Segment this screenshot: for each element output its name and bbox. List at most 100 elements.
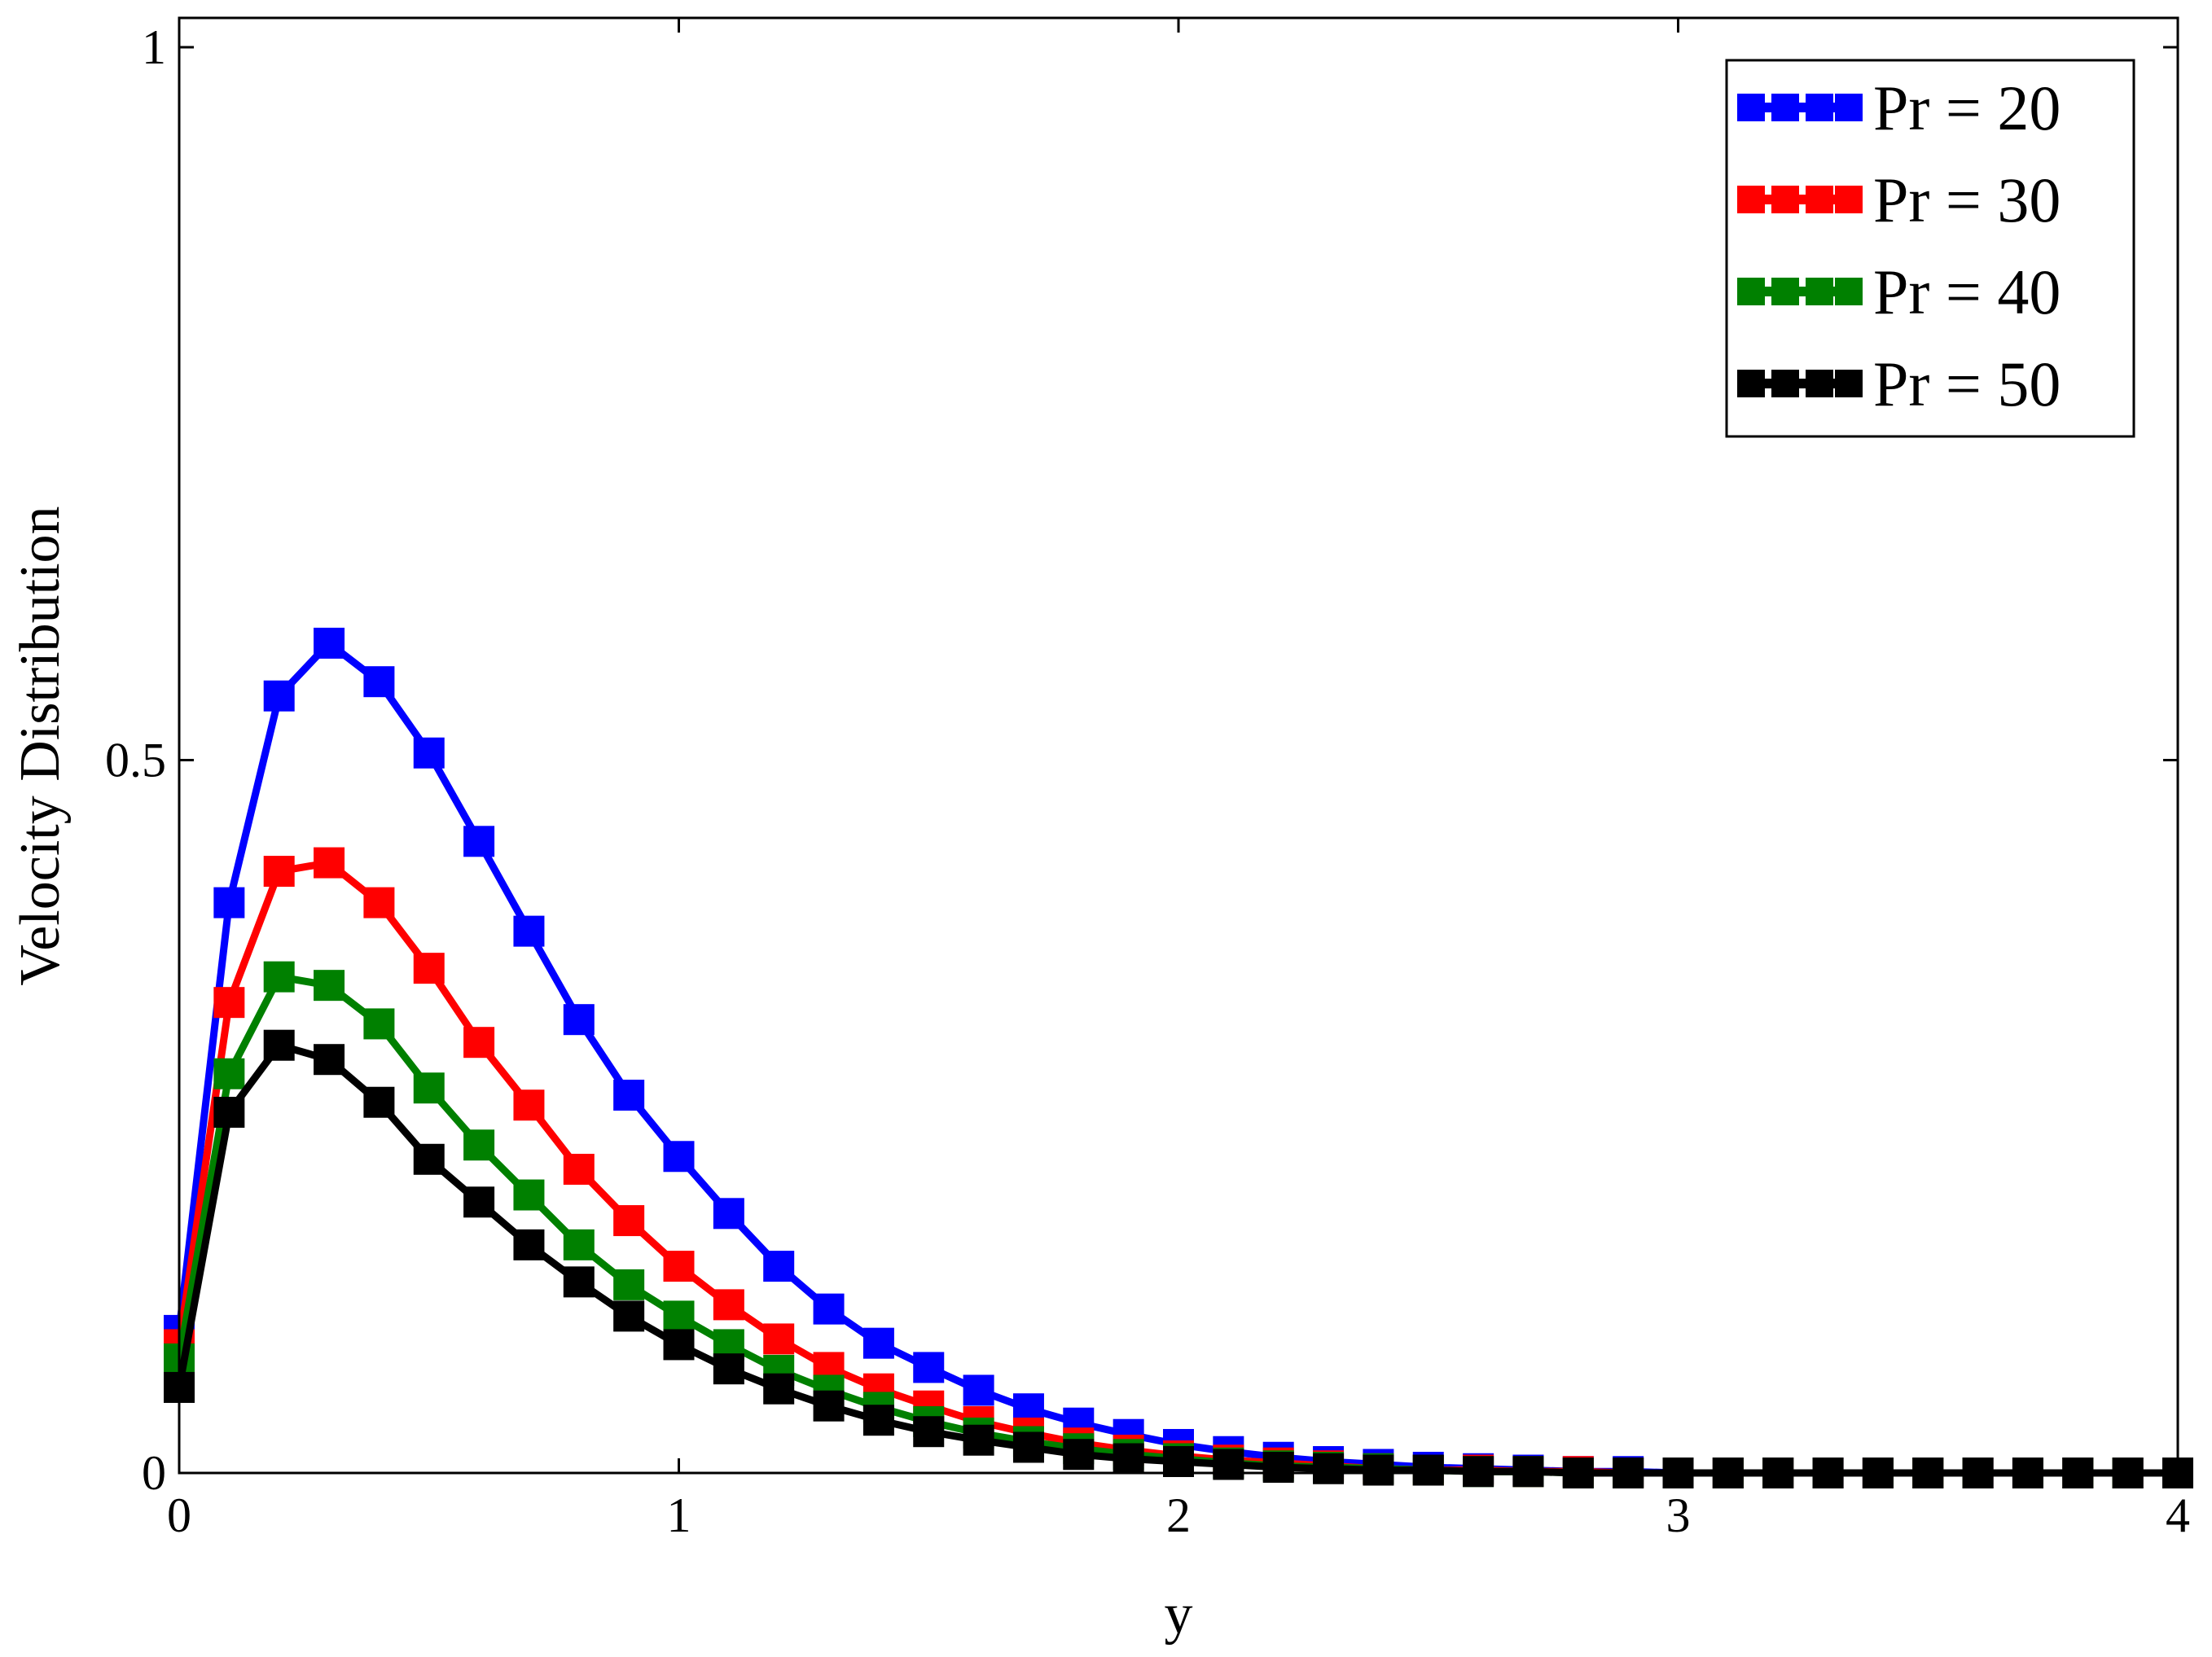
- data-point: [413, 953, 445, 984]
- data-point: [862, 1327, 894, 1359]
- data-point: [513, 915, 545, 947]
- data-point: [763, 1251, 795, 1282]
- data-point: [513, 1089, 545, 1121]
- legend-swatch-marker: [1771, 186, 1799, 213]
- legend-swatch-marker: [1771, 94, 1799, 121]
- x-tick-label: 4: [2166, 1488, 2190, 1542]
- data-point: [563, 1229, 595, 1260]
- data-point: [363, 1008, 395, 1040]
- data-point: [314, 627, 345, 659]
- data-point: [363, 887, 395, 918]
- legend-entry: Pr = 40: [1737, 256, 2061, 327]
- legend-entry: Pr = 50: [1737, 348, 2061, 419]
- legend-swatch-marker: [1835, 186, 1863, 213]
- data-point: [213, 1058, 245, 1089]
- x-tick-label: 3: [1666, 1488, 1691, 1542]
- data-point: [213, 887, 245, 918]
- series-4: [164, 1029, 2193, 1488]
- x-axis-label: y: [1165, 1583, 1193, 1646]
- data-point: [913, 1352, 945, 1383]
- data-point: [1363, 1454, 1394, 1486]
- data-point: [963, 1374, 994, 1406]
- data-point: [213, 987, 245, 1019]
- data-point: [263, 1029, 295, 1061]
- axis-ticks: 0 1 2 3 4 0 0.5 1: [105, 18, 2190, 1542]
- data-point: [913, 1416, 945, 1448]
- data-point: [813, 1390, 845, 1422]
- legend-entry: Pr = 20: [1737, 72, 2061, 143]
- legend-label: Pr = 20: [1873, 72, 2061, 143]
- data-point: [1012, 1431, 1044, 1463]
- data-point: [363, 666, 395, 698]
- legend-swatch-marker: [1737, 278, 1765, 305]
- x-tick-label: 2: [1166, 1488, 1191, 1542]
- data-point: [263, 680, 295, 712]
- legend-swatch-marker: [1806, 186, 1833, 213]
- legend: Pr = 20 Pr = 30 Pr = 40 Pr = 50: [1725, 59, 2135, 438]
- data-point: [413, 1143, 445, 1175]
- data-point: [463, 1186, 495, 1218]
- legend-entry: Pr = 30: [1737, 164, 2061, 235]
- data-point: [763, 1373, 795, 1405]
- data-point: [314, 847, 345, 879]
- data-point: [1313, 1453, 1345, 1484]
- legend-swatch-marker: [1806, 278, 1833, 305]
- data-point: [363, 1086, 395, 1118]
- data-point: [513, 1179, 545, 1211]
- plot-area: [164, 627, 2193, 1488]
- legend-label: Pr = 50: [1873, 348, 2061, 419]
- data-point: [263, 961, 295, 993]
- y-tick-label: 0: [142, 1446, 166, 1500]
- data-point: [463, 1027, 495, 1059]
- data-point: [763, 1323, 795, 1355]
- data-point: [413, 737, 445, 769]
- data-point: [1262, 1451, 1294, 1483]
- legend-swatch-marker: [1737, 370, 1765, 397]
- series-line: [175, 639, 2178, 1477]
- data-point: [1213, 1449, 1244, 1480]
- data-point: [1412, 1454, 1444, 1486]
- data-point: [413, 1072, 445, 1104]
- series-line: [175, 1041, 2178, 1477]
- legend-swatch-marker: [1835, 278, 1863, 305]
- series-line: [175, 859, 2178, 1477]
- data-point: [463, 826, 495, 857]
- data-point: [613, 1079, 645, 1111]
- data-point: [813, 1293, 845, 1325]
- data-point: [1113, 1443, 1144, 1475]
- legend-swatch-marker: [1737, 94, 1765, 121]
- x-tick-label: 0: [167, 1488, 191, 1542]
- data-point: [862, 1405, 894, 1436]
- data-point: [713, 1289, 744, 1321]
- y-axis-label: Velocity Distribution: [9, 506, 72, 985]
- series-2: [164, 847, 2193, 1488]
- legend-swatch-marker: [1806, 370, 1833, 397]
- legend-swatch-marker: [1771, 278, 1799, 305]
- data-point: [663, 1300, 695, 1332]
- data-point: [1512, 1456, 1544, 1488]
- legend-swatch-marker: [1806, 94, 1833, 121]
- data-point: [563, 1004, 595, 1036]
- data-point: [563, 1266, 595, 1298]
- data-point: [1063, 1439, 1095, 1471]
- legend-swatch-marker: [1835, 94, 1863, 121]
- data-point: [613, 1269, 645, 1300]
- y-tick-label: 1: [142, 20, 166, 74]
- data-point: [713, 1198, 744, 1230]
- x-tick-label: 1: [667, 1488, 691, 1542]
- data-point: [314, 970, 345, 1002]
- data-point: [213, 1096, 245, 1128]
- data-point: [1463, 1456, 1494, 1488]
- data-point: [463, 1129, 495, 1161]
- data-point: [563, 1154, 595, 1186]
- legend-entries: Pr = 20 Pr = 30 Pr = 40 Pr = 50: [1737, 72, 2061, 419]
- series-1: [164, 627, 2193, 1488]
- data-point: [314, 1044, 345, 1076]
- data-point: [963, 1424, 994, 1456]
- data-point: [613, 1300, 645, 1332]
- data-point: [263, 856, 295, 888]
- data-point: [613, 1205, 645, 1237]
- data-point: [663, 1329, 695, 1361]
- data-point: [663, 1141, 695, 1173]
